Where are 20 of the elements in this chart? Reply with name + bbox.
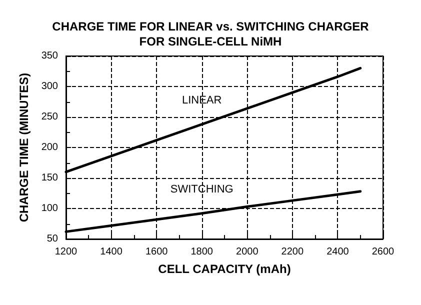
- y-tick-label: 200: [41, 142, 58, 153]
- x-tick-label: 2400: [326, 246, 350, 258]
- y-tick-label: 350: [41, 50, 58, 62]
- annotation: LINEAR: [182, 94, 222, 106]
- x-tick-label: 1600: [145, 246, 168, 258]
- y-tick-label: 150: [41, 172, 58, 184]
- x-tick-label: 1800: [190, 246, 214, 258]
- y-tick-label: 300: [41, 81, 58, 92]
- annotation: SWITCHING: [170, 183, 234, 196]
- y-tick-label: 250: [41, 112, 58, 122]
- x-tick-label: 2600: [372, 246, 395, 258]
- chart-title: CHARGE TIME FOR LINEAR vs. SWITCHING CHARGER FOR SINGLE-CELL NiMH: [52, 20, 370, 48]
- y-tick-label: 50: [46, 234, 58, 244]
- x-tick-label: 1200: [54, 246, 78, 258]
- y-axis-title: CHARGE TIME (MINUTES): [17, 72, 31, 222]
- x-tick-label: 1400: [100, 246, 123, 258]
- x-axis-title: CELL CAPACITY (mAh): [158, 262, 291, 276]
- x-tick-label: 2000: [236, 246, 259, 258]
- y-tick-label: 100: [41, 203, 58, 214]
- x-tick-label: 2200: [281, 246, 304, 258]
